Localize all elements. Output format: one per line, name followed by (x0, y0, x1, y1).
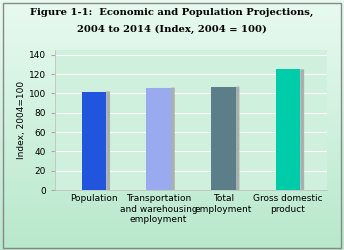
Polygon shape (300, 69, 304, 190)
Y-axis label: Index, 2004=100: Index, 2004=100 (17, 81, 26, 159)
Bar (211, 87, 236, 190)
Bar (146, 88, 171, 190)
Bar (276, 69, 300, 190)
Text: 2004 to 2014 (Index, 2004 = 100): 2004 to 2014 (Index, 2004 = 100) (77, 25, 267, 34)
Polygon shape (236, 87, 239, 190)
Text: Figure 1-1:  Economic and Population Projections,: Figure 1-1: Economic and Population Proj… (30, 8, 314, 16)
Polygon shape (171, 88, 175, 190)
Bar (82, 92, 106, 190)
Polygon shape (106, 92, 110, 190)
